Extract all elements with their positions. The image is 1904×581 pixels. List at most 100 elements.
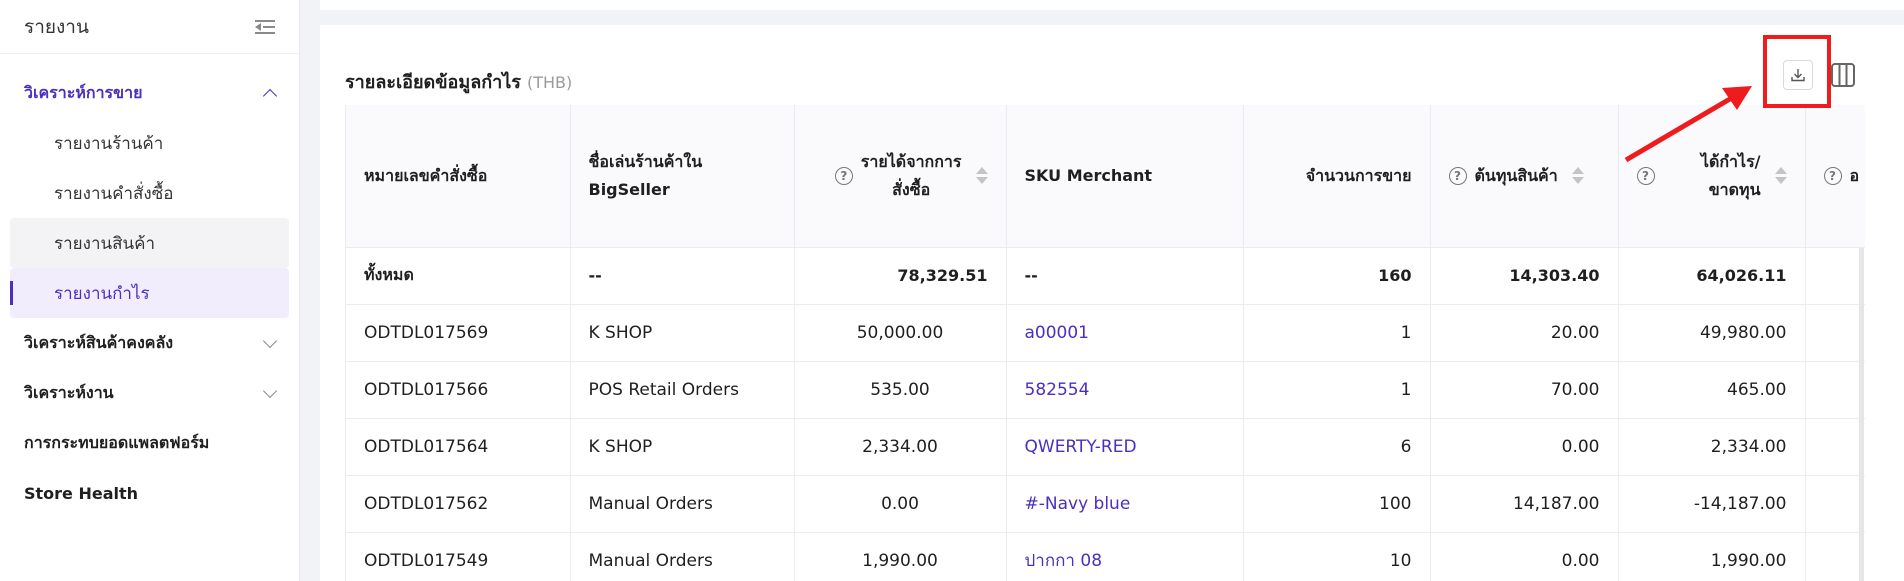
profit-loss: 465.00 bbox=[1618, 361, 1806, 419]
profit-loss: 2,334.00 bbox=[1618, 418, 1806, 476]
table-row: ODTDL017566 POS Retail Orders 535.00 582… bbox=[346, 361, 1865, 419]
sidebar-item-label: รายงานร้านค้า bbox=[54, 133, 164, 154]
header-product-cost[interactable]: ? ต้นทุนสินค้า bbox=[1430, 105, 1619, 248]
sku-link[interactable]: QWERTY-RED bbox=[1006, 418, 1244, 476]
header-sku-merchant: SKU Merchant bbox=[1006, 105, 1244, 248]
chevron-down-icon bbox=[262, 333, 278, 348]
sort-icon[interactable] bbox=[1571, 167, 1584, 185]
sku-link[interactable]: a00001 bbox=[1006, 304, 1244, 362]
sort-icon[interactable] bbox=[1774, 167, 1787, 185]
header-profit-loss[interactable]: ? ได้กำไร/ขาดทุน bbox=[1618, 105, 1806, 248]
sales-quantity: 6 bbox=[1243, 418, 1431, 476]
sidebar-group-label: วิเคราะห์งาน bbox=[24, 382, 114, 402]
total-label: ทั้งหมด bbox=[346, 247, 571, 305]
chevron-down-icon bbox=[262, 383, 278, 398]
table-header-row: หมายเลขคำสั่งซื้อ ชื่อเล่นร้านค้าใน BigSe… bbox=[346, 105, 1865, 248]
card-header: รายละเอียดข้อมูลกำไร (THB) bbox=[345, 67, 572, 96]
total-profit: 64,026.11 bbox=[1618, 247, 1806, 305]
currency-unit: (THB) bbox=[526, 73, 573, 92]
sidebar-group-label: การกระทบยอดแพลตฟอร์ม bbox=[24, 432, 210, 452]
sidebar-item-order-report[interactable]: รายงานคำสั่งซื้อ bbox=[10, 168, 289, 218]
order-revenue: 1,990.00 bbox=[794, 532, 1007, 581]
table-total-row: ทั้งหมด -- 78,329.51 -- 160 14,303.40 64… bbox=[346, 247, 1865, 305]
sidebar-group-label: Store Health bbox=[24, 483, 139, 503]
sales-quantity: 1 bbox=[1243, 304, 1431, 362]
product-cost: 20.00 bbox=[1430, 304, 1619, 362]
profit-loss: 1,990.00 bbox=[1618, 532, 1806, 581]
sales-quantity: 1 bbox=[1243, 361, 1431, 419]
sales-quantity: 100 bbox=[1243, 475, 1431, 533]
total-revenue: 78,329.51 bbox=[794, 247, 1007, 305]
store-nickname: Manual Orders bbox=[570, 532, 795, 581]
total-quantity: 160 bbox=[1243, 247, 1431, 305]
sidebar-group-work-analysis[interactable]: วิเคราะห์งาน bbox=[0, 368, 299, 418]
order-number: ODTDL017564 bbox=[346, 418, 571, 476]
total-cost: 14,303.40 bbox=[1430, 247, 1619, 305]
sidebar-item-label: รายงานสินค้า bbox=[54, 233, 156, 254]
order-number: ODTDL017566 bbox=[346, 361, 571, 419]
profit-table-container: หมายเลขคำสั่งซื้อ ชื่อเล่นร้านค้าใน BigSe… bbox=[345, 105, 1865, 581]
sidebar-header: รายงาน bbox=[0, 0, 299, 54]
profit-loss: 49,980.00 bbox=[1618, 304, 1806, 362]
sidebar-item-store-report[interactable]: รายงานร้านค้า bbox=[10, 118, 289, 168]
columns-icon bbox=[1831, 63, 1855, 87]
sku-link[interactable]: #-Navy blue bbox=[1006, 475, 1244, 533]
sidebar-item-label: รายงานคำสั่งซื้อ bbox=[54, 183, 174, 204]
profit-table: หมายเลขคำสั่งซื้อ ชื่อเล่นร้านค้าใน BigSe… bbox=[346, 105, 1865, 581]
top-panel bbox=[320, 0, 1904, 10]
sort-icon[interactable] bbox=[975, 167, 988, 185]
sidebar-group-inventory-analysis[interactable]: วิเคราะห์สินค้าคงคลัง bbox=[0, 318, 299, 368]
help-circle-icon[interactable]: ? bbox=[1636, 166, 1655, 185]
download-button[interactable] bbox=[1783, 60, 1813, 90]
sku-link[interactable]: 582554 bbox=[1006, 361, 1244, 419]
sidebar-item-label: รายงานกำไร bbox=[54, 283, 150, 304]
header-sales-quantity: จำนวนการขาย bbox=[1243, 105, 1431, 248]
order-number: ODTDL017562 bbox=[346, 475, 571, 533]
column-settings-button[interactable] bbox=[1830, 62, 1856, 88]
total-store: -- bbox=[570, 247, 795, 305]
store-nickname: K SHOP bbox=[570, 304, 795, 362]
sidebar-item-product-report[interactable]: รายงานสินค้า bbox=[10, 218, 289, 268]
help-circle-icon[interactable]: ? bbox=[1448, 166, 1467, 185]
card-title: รายละเอียดข้อมูลกำไร bbox=[345, 72, 521, 93]
sidebar-item-profit-report[interactable]: รายงานกำไร bbox=[10, 268, 289, 318]
annotation-highlight-box bbox=[1763, 35, 1831, 108]
help-circle-icon[interactable]: ? bbox=[834, 166, 853, 185]
table-row: ODTDL017562 Manual Orders 0.00 #-Navy bl… bbox=[346, 475, 1865, 533]
sidebar-group-label: วิเคราะห์การขาย bbox=[24, 82, 143, 102]
header-order-revenue[interactable]: ? รายได้จากการ สั่งซื้อ bbox=[794, 105, 1007, 248]
product-cost: 14,187.00 bbox=[1430, 475, 1619, 533]
store-nickname: POS Retail Orders bbox=[570, 361, 795, 419]
header-order-number: หมายเลขคำสั่งซื้อ bbox=[346, 105, 571, 248]
table-scrollbar[interactable] bbox=[1859, 248, 1864, 581]
sidebar-group-sales-analysis[interactable]: วิเคราะห์การขาย bbox=[0, 68, 299, 118]
order-number: ODTDL017569 bbox=[346, 304, 571, 362]
order-revenue: 2,334.00 bbox=[794, 418, 1007, 476]
chevron-up-icon bbox=[262, 88, 278, 103]
table-row: ODTDL017569 K SHOP 50,000.00 a00001 1 20… bbox=[346, 304, 1865, 362]
order-number: ODTDL017549 bbox=[346, 532, 571, 581]
sidebar-title: รายงาน bbox=[24, 15, 89, 38]
order-revenue: 535.00 bbox=[794, 361, 1007, 419]
sku-link[interactable]: ปากกา 08 bbox=[1006, 532, 1244, 581]
store-nickname: K SHOP bbox=[570, 418, 795, 476]
store-nickname: Manual Orders bbox=[570, 475, 795, 533]
sidebar-group-store-health[interactable]: Store Health bbox=[0, 468, 299, 518]
sales-quantity: 10 bbox=[1243, 532, 1431, 581]
menu-collapse-icon[interactable] bbox=[255, 19, 275, 35]
order-revenue: 50,000.00 bbox=[794, 304, 1007, 362]
header-store-nickname: ชื่อเล่นร้านค้าใน BigSeller bbox=[570, 105, 795, 248]
sidebar: รายงาน วิเคราะห์การขาย รายงานร้านค้า ราย… bbox=[0, 0, 300, 581]
product-cost: 0.00 bbox=[1430, 532, 1619, 581]
header-truncated: ? อ bbox=[1805, 105, 1865, 248]
profit-loss: -14,187.00 bbox=[1618, 475, 1806, 533]
product-cost: 0.00 bbox=[1430, 418, 1619, 476]
sidebar-group-platform-reconciliation[interactable]: การกระทบยอดแพลตฟอร์ม bbox=[0, 418, 299, 468]
table-row: ODTDL017549 Manual Orders 1,990.00 ปากกา… bbox=[346, 532, 1865, 581]
product-cost: 70.00 bbox=[1430, 361, 1619, 419]
order-revenue: 0.00 bbox=[794, 475, 1007, 533]
total-sku: -- bbox=[1006, 247, 1244, 305]
download-icon bbox=[1791, 69, 1805, 82]
sidebar-group-label: วิเคราะห์สินค้าคงคลัง bbox=[24, 332, 174, 352]
help-circle-icon[interactable]: ? bbox=[1823, 166, 1842, 185]
